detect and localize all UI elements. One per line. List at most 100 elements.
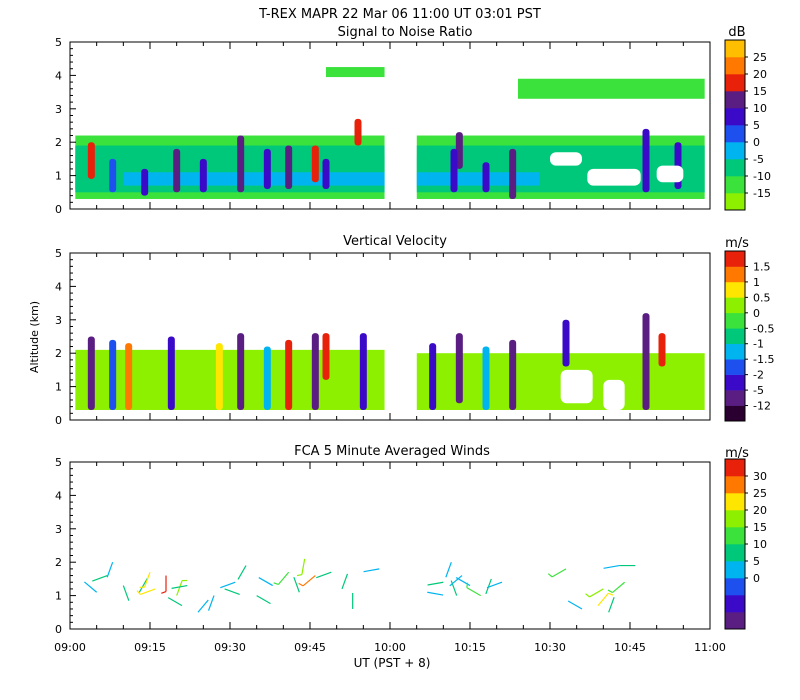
heatmap-core bbox=[237, 333, 245, 410]
heatmap-core bbox=[455, 333, 463, 404]
y-tick-label: 3 bbox=[55, 103, 62, 116]
colorbar-swatch bbox=[725, 476, 745, 494]
colorbar-label: -10 bbox=[753, 170, 771, 183]
colorbar-swatch bbox=[725, 343, 745, 360]
colorbar-swatch bbox=[725, 359, 745, 375]
no-data-region bbox=[656, 165, 684, 183]
wind-barb bbox=[256, 595, 271, 605]
wind-barb bbox=[486, 581, 503, 589]
y-tick-label: 4 bbox=[55, 280, 62, 293]
heatmap-core bbox=[199, 158, 207, 193]
heatmap-core bbox=[455, 132, 463, 169]
colorbar-label: 10 bbox=[753, 538, 767, 551]
wind-barb bbox=[237, 565, 247, 580]
snr-panel-title: Signal to Noise Ratio bbox=[338, 25, 473, 40]
heatmap-core bbox=[263, 346, 271, 410]
colorbar-swatch bbox=[725, 405, 745, 422]
data-gap bbox=[384, 254, 417, 419]
vv-colorbar: -12 -5 -2 -1.5 -1 -0.5 0 0.5 1 1.5 bbox=[724, 250, 774, 422]
colorbar-label: -1.5 bbox=[753, 353, 774, 366]
heatmap-core bbox=[658, 333, 666, 367]
heatmap-core bbox=[167, 336, 175, 410]
colorbar-swatch bbox=[725, 176, 745, 194]
colorbar-swatch bbox=[725, 578, 745, 596]
x-tick-label: 09:45 bbox=[294, 641, 326, 654]
colorbar-label: 20 bbox=[753, 504, 767, 517]
wind-barb bbox=[171, 584, 188, 589]
wind-barb bbox=[176, 580, 183, 596]
wind-barb bbox=[220, 581, 236, 589]
colorbar-label: -12 bbox=[753, 400, 771, 413]
heatmap-core bbox=[509, 339, 517, 410]
wind-barb bbox=[140, 588, 156, 595]
colorbar-label: 5 bbox=[753, 119, 760, 132]
wind-barb bbox=[567, 600, 583, 610]
y-axis-label: Altitude (km) bbox=[28, 301, 41, 373]
x-tick-label: 09:00 bbox=[54, 641, 86, 654]
x-tick-label: 10:30 bbox=[534, 641, 566, 654]
colorbar-label: 15 bbox=[753, 85, 767, 98]
vv-colorbar-unit: m/s bbox=[725, 236, 749, 251]
y-tick-label: 2 bbox=[55, 556, 62, 569]
x-tick-label: 09:30 bbox=[214, 641, 246, 654]
colorbar-label: 1.5 bbox=[753, 260, 771, 273]
colorbar-label: 0.5 bbox=[753, 291, 771, 304]
colorbar-label: -15 bbox=[753, 187, 771, 200]
heatmap-core bbox=[109, 158, 117, 193]
colorbar-label: 5 bbox=[753, 555, 760, 568]
x-tick-label: 11:00 bbox=[694, 641, 726, 654]
colorbar-label: -5 bbox=[753, 153, 764, 166]
colorbar-swatch bbox=[725, 91, 745, 109]
wind-barb bbox=[92, 574, 108, 582]
y-tick-label: 0 bbox=[55, 414, 62, 427]
y-tick-label: 3 bbox=[55, 314, 62, 327]
vv-panel-title: Vertical Velocity bbox=[343, 234, 447, 249]
snr-y-axis: 0 1 2 3 4 5 bbox=[55, 36, 76, 216]
wind-barb-flag bbox=[296, 574, 303, 577]
winds-plot-area bbox=[84, 558, 636, 613]
wind-barb bbox=[449, 575, 463, 587]
heatmap-core bbox=[482, 162, 490, 193]
heatmap-layer bbox=[75, 349, 385, 410]
winds-colorbar: 0 5 10 15 20 25 30 bbox=[724, 458, 767, 630]
winds-colorbar-unit: m/s bbox=[725, 446, 749, 461]
winds-x-axis: 09:00 09:15 09:30 09:45 10:00 10:15 10:30 10:45… bbox=[54, 462, 726, 654]
wind-barb bbox=[224, 588, 240, 595]
no-data-region bbox=[587, 168, 641, 186]
colorbar-label: 15 bbox=[753, 521, 767, 534]
wind-barb bbox=[122, 585, 130, 601]
x-tick-label: 10:00 bbox=[374, 641, 406, 654]
colorbar-swatch bbox=[725, 595, 745, 613]
colorbar-swatch bbox=[725, 125, 745, 143]
wind-barb bbox=[277, 571, 290, 585]
wind-barb bbox=[84, 581, 98, 593]
wind-barb bbox=[485, 578, 492, 595]
wind-barb bbox=[167, 597, 183, 607]
heatmap-layer bbox=[123, 172, 385, 186]
heatmap-core bbox=[87, 336, 95, 410]
wind-barb-flag bbox=[298, 582, 304, 587]
wind-barb-flag bbox=[547, 573, 553, 578]
wind-barb bbox=[207, 595, 215, 611]
no-data-region bbox=[603, 379, 625, 410]
wind-barb bbox=[138, 578, 148, 593]
heatmap-core bbox=[87, 142, 95, 179]
colorbar-swatch bbox=[725, 108, 745, 126]
snr-plot-area bbox=[75, 43, 705, 208]
wind-barb bbox=[597, 592, 609, 607]
colorbar-frame bbox=[724, 250, 746, 422]
y-tick-label: 4 bbox=[55, 489, 62, 502]
colorbar-label: 1 bbox=[753, 276, 760, 289]
x-tick-label: 10:45 bbox=[614, 641, 646, 654]
colorbar-swatch bbox=[725, 266, 745, 283]
y-tick-label: 3 bbox=[55, 523, 62, 536]
colorbar-swatch bbox=[725, 57, 745, 75]
wind-barb-flag bbox=[607, 589, 613, 594]
winds-panel: FCA 5 Minute Averaged Winds 0 1 2 3 4 5 09:00… bbox=[54, 444, 767, 654]
colorbar-label: -1 bbox=[753, 338, 764, 351]
heatmap-core bbox=[215, 343, 223, 410]
heatmap-layer bbox=[416, 172, 540, 186]
data-gap bbox=[384, 43, 417, 208]
colorbar-swatch bbox=[725, 312, 745, 329]
